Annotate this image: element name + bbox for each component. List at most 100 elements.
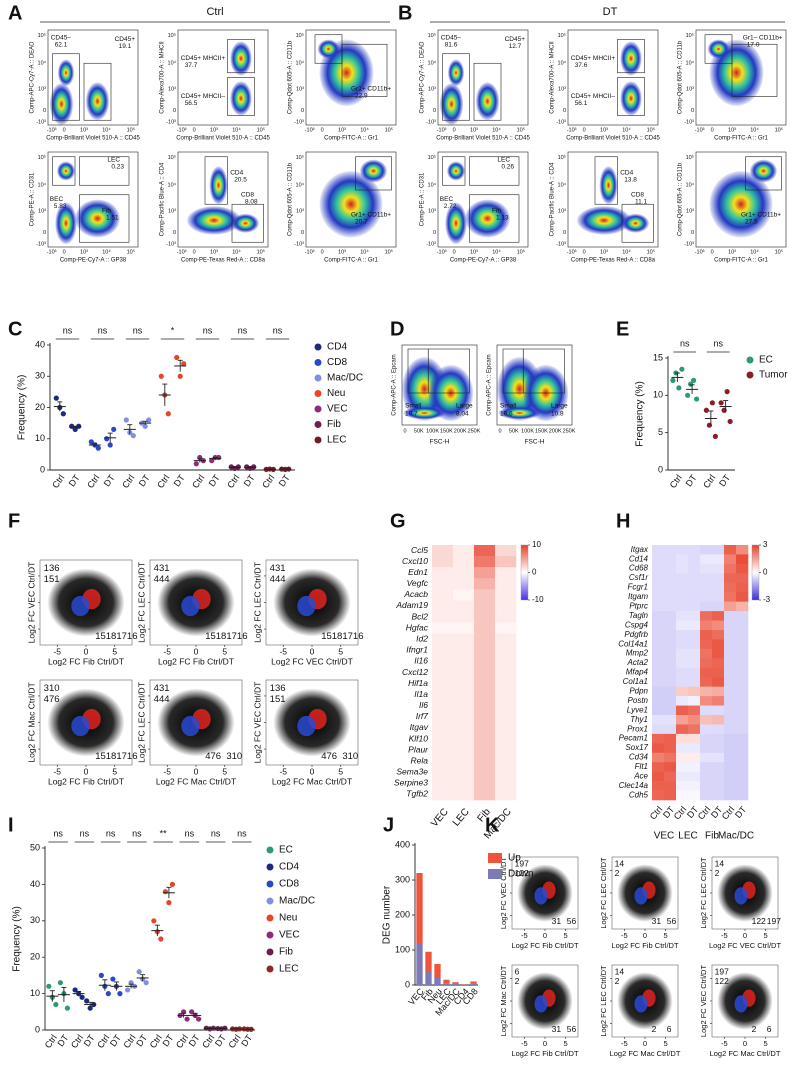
y-axis-label: Comp-APC-Cy7-A :: DEAD	[420, 41, 426, 114]
significance-label: ns	[80, 828, 90, 838]
gene-label: Ptprc	[629, 601, 648, 610]
bar-segment	[434, 978, 441, 985]
gate	[594, 156, 618, 205]
heat-cell	[724, 771, 737, 782]
x-tick-label: 5	[664, 931, 668, 940]
gate-value: 8.08	[245, 198, 258, 205]
heat-cell	[495, 678, 517, 690]
y-tick-label: 10⁵	[296, 32, 304, 39]
panel-label: A	[8, 2, 22, 24]
x-tick-label: 250K	[563, 428, 576, 434]
x-tick-label: 0	[743, 1039, 747, 1048]
point-cloud-down	[634, 887, 648, 905]
x-tick-label: Ctrl	[701, 473, 717, 490]
group-label: VEC	[654, 831, 675, 842]
y-tick-label: 0	[301, 108, 304, 114]
x-axis-label: Comp-PE-Texas Red-A :: CD8a	[571, 258, 656, 264]
y-tick-label: 10⁴	[168, 182, 177, 189]
heat-cell	[652, 573, 665, 584]
count-label: 6	[515, 966, 520, 976]
heat-cell	[664, 715, 677, 725]
heat-cell	[453, 600, 475, 612]
legend-marker	[266, 965, 274, 973]
density-cloud	[403, 406, 446, 420]
heat-cell	[712, 620, 725, 631]
density-cloud	[232, 213, 259, 233]
heat-cell	[736, 733, 749, 744]
gene-label: Mfap4	[626, 668, 649, 677]
y-tick-label: 10⁴	[168, 60, 177, 67]
density-cloud	[447, 59, 465, 87]
density-cloud	[439, 83, 464, 125]
heat-cell	[724, 573, 737, 584]
heat-cell	[664, 677, 677, 687]
data-point	[53, 395, 59, 401]
y-tick-label: 10⁴	[296, 60, 305, 67]
heat-cell	[676, 762, 689, 772]
x-axis-label: Comp-PE-Cy7-A :: GP38	[60, 258, 127, 264]
significance-label: ns	[273, 325, 283, 335]
x-tick-label: -10³	[47, 127, 57, 133]
gate-label: Gr1+ CD11b+	[741, 211, 781, 218]
heat-cell	[652, 677, 665, 687]
heat-cell	[453, 744, 475, 756]
count-label: 136	[270, 683, 286, 694]
count-label: 197	[515, 858, 529, 868]
heat-cell	[432, 777, 454, 790]
plot-frame	[47, 29, 139, 126]
heat-cell	[688, 545, 701, 555]
gate-label: CD45+ MHCII+	[181, 55, 226, 62]
heat-cell	[724, 686, 737, 697]
y-tick-label: 0	[405, 979, 410, 989]
count-label: 1716	[342, 631, 363, 642]
count-label: 1518	[321, 631, 342, 642]
heat-cell	[724, 563, 737, 574]
gate-value: 17.0	[747, 41, 760, 48]
plot-frame	[567, 29, 659, 126]
heat-cell	[652, 582, 665, 593]
heat-cell	[432, 755, 454, 768]
legend-marker	[488, 853, 502, 863]
plot-frame	[695, 29, 787, 126]
gate-label: CD8	[631, 191, 644, 198]
gene-label: Ifngr1	[406, 645, 428, 655]
heat-cell	[664, 592, 677, 602]
group-label: Fib	[705, 831, 719, 842]
heat-cell	[700, 715, 713, 725]
heat-cell	[700, 781, 713, 791]
heat-cell	[688, 582, 701, 593]
heat-cell	[724, 733, 737, 744]
gate	[227, 39, 255, 74]
x-axis-label: Log2 FC Mac Ctrl/DT	[272, 776, 352, 786]
heat-cell	[453, 644, 475, 657]
x-tick-label: -10³	[695, 249, 705, 255]
legend-marker	[746, 371, 754, 379]
heat-cell	[712, 601, 725, 612]
heat-cell	[724, 639, 737, 650]
x-axis-label: FSC-H	[525, 439, 545, 446]
gene-label: Col1a1	[623, 677, 648, 686]
y-tick-label: 0	[563, 108, 566, 114]
x-tick-label: 0	[498, 428, 501, 434]
significance-label: ns	[713, 338, 723, 348]
gene-label: Mmp2	[626, 649, 649, 658]
y-tick-label: -10³	[36, 242, 46, 248]
heat-cell	[474, 689, 496, 701]
heat-cell	[474, 578, 496, 590]
heat-cell	[688, 611, 701, 621]
data-point	[209, 458, 215, 464]
heat-cell	[432, 611, 454, 623]
heat-cell	[652, 648, 665, 659]
x-tick-label: DT	[213, 1032, 228, 1048]
heat-cell	[700, 658, 713, 669]
x-tick-label: Ctrl	[190, 473, 206, 490]
density-cloud	[620, 41, 642, 76]
heat-cell	[688, 696, 701, 706]
y-axis-label: Frequency (%)	[17, 375, 28, 441]
heat-cell	[676, 611, 689, 621]
x-tick-label: 10⁵	[385, 126, 393, 133]
heat-cell	[736, 658, 749, 669]
density-cloud	[447, 161, 465, 181]
heat-cell	[712, 611, 725, 621]
heat-cell	[453, 567, 475, 579]
